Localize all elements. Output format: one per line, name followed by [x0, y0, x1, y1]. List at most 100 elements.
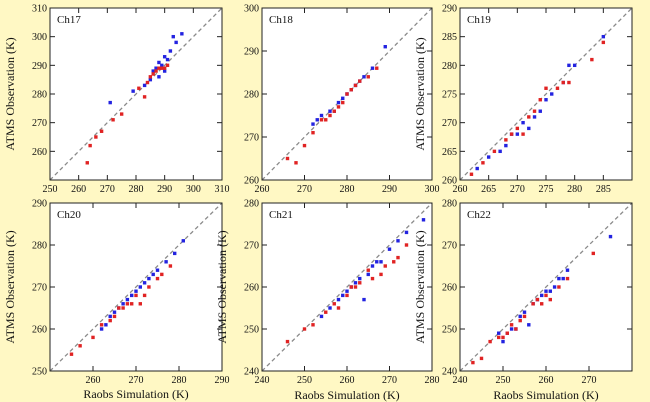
- panel-title: Ch18: [269, 14, 293, 26]
- data-points: [285, 45, 387, 165]
- data-point-red: [147, 285, 151, 289]
- x-tick-label: 290: [382, 184, 397, 195]
- data-point-red: [601, 40, 606, 45]
- data-point-red: [285, 339, 290, 344]
- data-point-blue: [151, 272, 155, 277]
- data-points: [471, 234, 613, 365]
- data-point-red: [160, 66, 164, 70]
- y-tick-label: 250: [244, 325, 259, 336]
- data-point-blue: [550, 92, 554, 96]
- data-point-red: [336, 105, 341, 109]
- data-point-red: [99, 129, 104, 133]
- x-tick-label: 250: [297, 375, 312, 386]
- data-point-blue: [522, 310, 527, 314]
- data-point-blue: [540, 293, 544, 298]
- panel-ch20: 260 270 280 290 250 260 270 280 290 Ch20 ATMS Obse…: [3, 199, 230, 402]
- data-point-blue: [565, 268, 570, 272]
- data-point-blue: [345, 289, 349, 293]
- data-point-red: [531, 302, 535, 306]
- y-tick-label: 280: [442, 61, 457, 72]
- data-point-red: [488, 339, 492, 344]
- data-point-red: [345, 92, 349, 96]
- data-point-red: [151, 72, 155, 76]
- data-point-blue: [353, 281, 358, 285]
- panel-title: Ch17: [57, 14, 81, 26]
- data-point-red: [505, 331, 509, 335]
- data-point-blue: [131, 89, 135, 93]
- x-tick-label: 250: [496, 375, 511, 386]
- data-point-blue: [336, 297, 341, 302]
- data-point-blue: [319, 113, 324, 118]
- data-point-blue: [162, 69, 167, 73]
- data-point-red: [285, 156, 290, 161]
- y-tick-label: 260: [244, 176, 259, 187]
- y-tick-label: 280: [244, 199, 259, 210]
- data-point-red: [69, 352, 74, 356]
- data-point-red: [591, 251, 595, 256]
- data-point-blue: [557, 276, 561, 281]
- data-point-blue: [383, 45, 387, 49]
- y-tick-label: 310: [32, 4, 47, 15]
- data-point-red: [142, 95, 147, 99]
- data-point-blue: [486, 155, 491, 159]
- data-point-blue: [601, 34, 606, 39]
- data-point-red: [383, 264, 387, 268]
- data-point-blue: [134, 289, 138, 293]
- data-point-red: [138, 302, 142, 306]
- data-point-red: [78, 344, 82, 348]
- data-point-blue: [336, 100, 341, 105]
- data-point-red: [324, 118, 328, 122]
- data-point-blue: [142, 83, 147, 88]
- y-tick-label: 260: [442, 176, 457, 187]
- data-points: [85, 32, 184, 165]
- panel-title: Ch21: [269, 209, 293, 221]
- x-tick-label: 270: [129, 375, 144, 386]
- data-point-red: [366, 268, 370, 272]
- data-point-red: [142, 293, 147, 298]
- x-axis-label: Raobs Simulation (K): [493, 388, 598, 402]
- data-point-blue: [504, 143, 508, 148]
- data-point-red: [535, 297, 540, 302]
- data-point-red: [544, 293, 548, 298]
- data-point-blue: [121, 302, 125, 306]
- data-point-red: [155, 276, 160, 281]
- data-point-red: [302, 327, 307, 331]
- data-point-red: [392, 260, 396, 264]
- y-axis-label: ATMS Observation (K): [413, 230, 427, 343]
- data-point-blue: [151, 69, 155, 73]
- y-tick-label: 300: [32, 32, 47, 43]
- data-point-red: [328, 113, 332, 118]
- data-points: [469, 34, 606, 176]
- data-point-blue: [521, 120, 525, 125]
- data-point-red: [567, 80, 571, 85]
- x-axis-label: Raobs Simulation (K): [294, 388, 399, 402]
- data-point-blue: [497, 331, 501, 335]
- data-point-red: [311, 131, 315, 135]
- data-point-blue: [370, 264, 375, 268]
- data-point-red: [561, 80, 565, 85]
- data-point-blue: [515, 132, 520, 136]
- y-axis-label: ATMS Observation (K): [215, 230, 229, 343]
- data-point-red: [332, 109, 336, 113]
- data-point-red: [557, 285, 561, 289]
- data-point-red: [162, 66, 167, 70]
- data-point-blue: [160, 63, 164, 68]
- data-point-red: [119, 112, 124, 116]
- data-point-red: [522, 314, 527, 319]
- y-tick-label: 260: [32, 147, 47, 158]
- data-point-blue: [99, 327, 104, 331]
- panel-ch21: 240 250 260 270 280 240 250 260 270 280 Ch21 ATMS O…: [215, 199, 440, 402]
- data-point-blue: [532, 115, 537, 119]
- y-tick-label: 250: [442, 325, 457, 336]
- x-tick-label: 280: [567, 184, 582, 195]
- x-tick-label: 290: [215, 375, 230, 386]
- data-point-red: [345, 293, 349, 298]
- x-tick-label: 270: [582, 375, 597, 386]
- data-point-red: [302, 143, 307, 148]
- panel-ch18: 260 270 280 290 300 260 270 280 290 300 Ch18: [244, 4, 440, 196]
- x-tick-label: 260: [539, 375, 554, 386]
- data-point-blue: [341, 293, 345, 298]
- data-point-red: [501, 335, 505, 340]
- data-points: [285, 218, 426, 344]
- data-point-red: [353, 285, 358, 289]
